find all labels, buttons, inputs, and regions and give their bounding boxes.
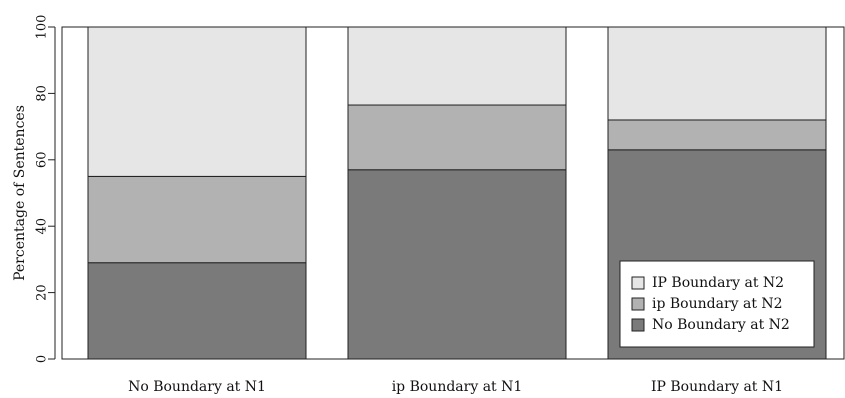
bar-segment-0-2 [87,26,307,177]
legend-swatch-0 [631,276,645,290]
legend-label-0: IP Boundary at N2 [652,275,784,291]
bar-segment-1-1 [347,104,567,171]
y-tick-label-3: 60 [35,152,50,169]
bar-segment-1-0 [347,169,567,360]
bar-segment-2-2 [607,26,827,121]
y-axis-label: Percentage of Sentences [12,105,28,281]
y-tick-label-5: 100 [35,15,50,40]
x-axis: No Boundary at N1 ip Boundary at N1 IP Bou… [128,379,783,395]
y-tick-label-2: 40 [35,218,50,235]
x-category-label-2: IP Boundary at N1 [651,379,783,395]
y-axis: 0 20 40 60 80 100 [35,15,56,363]
legend: IP Boundary at N2 ip Boundary at N2 No Bou… [619,260,815,348]
legend-box [619,260,815,348]
x-category-label-0: No Boundary at N1 [128,379,266,395]
bar-segment-2-1 [607,119,827,151]
bar-segment-1-2 [347,26,567,106]
bar-segment-0-1 [87,175,307,264]
y-tick-label-1: 20 [35,284,50,301]
y-tick-label-0: 0 [35,355,50,363]
legend-swatch-2 [631,318,645,332]
plot-frame [61,26,845,360]
x-category-label-1: ip Boundary at N1 [392,379,523,395]
y-tick-label-4: 80 [35,85,50,102]
bars-group [87,26,827,360]
bar-segment-0-0 [87,262,307,360]
legend-swatch-1 [631,297,645,311]
legend-label-1: ip Boundary at N2 [652,296,783,312]
legend-label-2: No Boundary at N2 [652,317,790,333]
